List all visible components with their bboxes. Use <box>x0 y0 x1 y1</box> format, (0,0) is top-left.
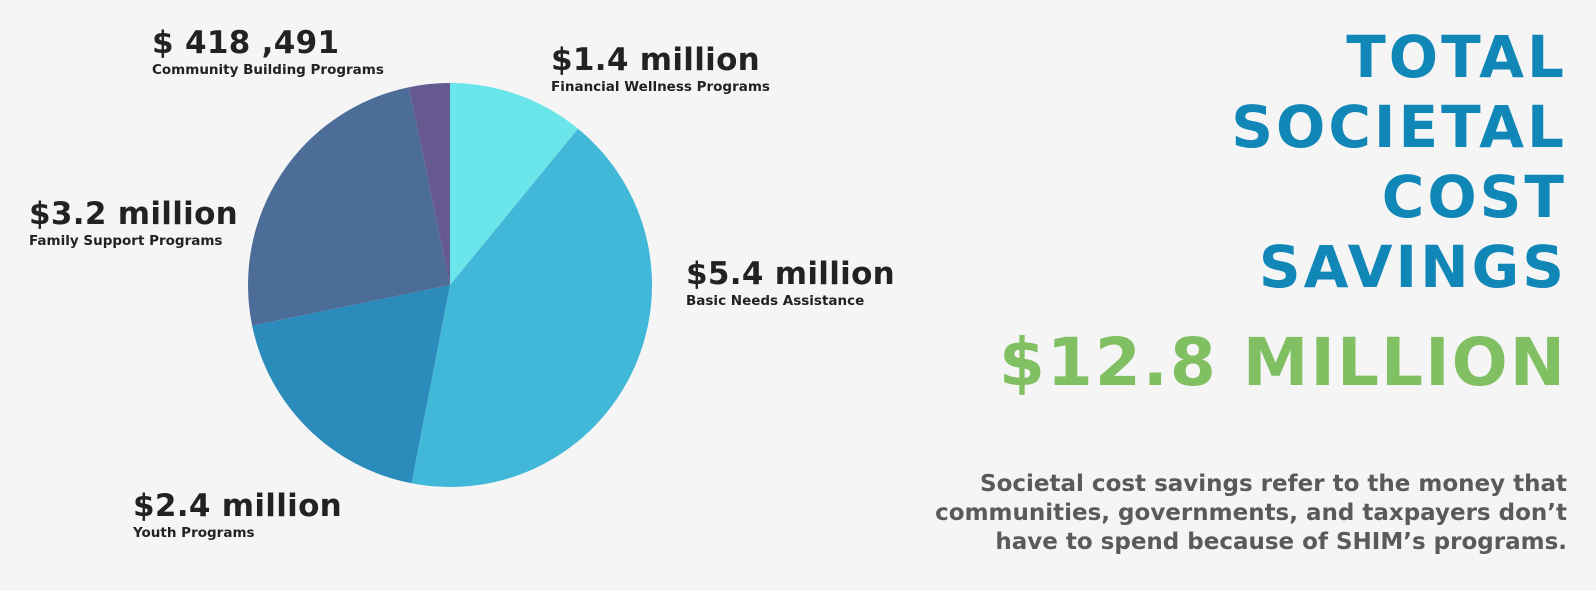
headline-line-2: SOCIETAL <box>1231 93 1567 161</box>
pie-slice-youth-programs <box>252 285 450 484</box>
youth-programs-label: $2.4 million Youth Programs <box>133 489 342 542</box>
financial-wellness-value: $1.4 million <box>551 42 761 78</box>
basic-needs-label: $5.4 million Basic Needs Assistance <box>686 257 895 310</box>
community-building-category: Community Building Programs <box>152 62 384 78</box>
headline-line-3: COST <box>1381 163 1567 231</box>
community-building-value: $ 418 ,491 <box>152 25 340 61</box>
headline-line-1: TOTAL <box>1346 23 1567 91</box>
family-support-category: Family Support Programs <box>29 233 223 249</box>
description-line-3: have to spend because of SHIM’s programs… <box>995 529 1567 555</box>
pie-chart <box>247 83 653 488</box>
headline-line-4: SAVINGS <box>1258 233 1567 301</box>
description-line-2: communities, governments, and taxpayers … <box>935 500 1567 526</box>
basic-needs-value: $5.4 million <box>686 256 896 292</box>
pie-slice-basic-needs-assistance <box>411 128 653 488</box>
savings-description: Societal cost savings refer to the money… <box>867 470 1567 557</box>
total-savings-amount: $12.8 MILLION <box>999 324 1567 401</box>
financial-wellness-label: $1.4 million Financial Wellness Programs <box>551 43 770 96</box>
community-building-label: $ 418 ,491 Community Building Programs <box>152 26 384 79</box>
pie-slice-community-building-programs <box>408 83 450 285</box>
description-line-1: Societal cost savings refer to the money… <box>980 471 1567 497</box>
youth-programs-value: $2.4 million <box>133 488 343 524</box>
family-support-label: $3.2 million Family Support Programs <box>29 197 238 250</box>
family-support-value: $3.2 million <box>29 196 239 232</box>
youth-programs-category: Youth Programs <box>133 525 255 541</box>
pie-slice-family-support-programs <box>247 87 450 326</box>
headline-title: TOTAL SOCIETAL COST SAVINGS <box>867 22 1567 302</box>
pie-slice-financial-wellness-programs <box>450 83 578 285</box>
basic-needs-category: Basic Needs Assistance <box>686 293 865 309</box>
financial-wellness-category: Financial Wellness Programs <box>551 79 770 95</box>
